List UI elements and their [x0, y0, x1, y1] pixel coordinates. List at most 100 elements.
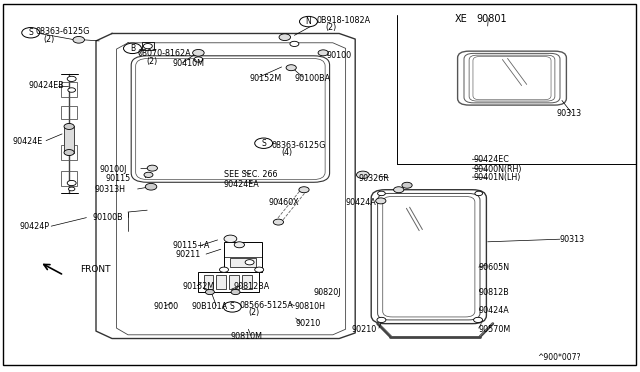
Text: (2): (2)	[44, 35, 55, 44]
Bar	[224, 242, 262, 272]
Text: 90B101A: 90B101A	[192, 302, 228, 311]
Bar	[142, 42, 154, 50]
Text: XE: XE	[454, 14, 467, 23]
Text: B: B	[130, 44, 135, 53]
Text: 90424A: 90424A	[346, 198, 376, 207]
Circle shape	[255, 138, 273, 148]
Circle shape	[234, 242, 244, 248]
Text: 0B918-1082A: 0B918-1082A	[317, 16, 371, 25]
Text: 90424P: 90424P	[19, 222, 49, 231]
Circle shape	[377, 317, 386, 323]
Circle shape	[124, 43, 141, 54]
Bar	[64, 126, 74, 153]
Circle shape	[68, 187, 75, 191]
Text: S: S	[261, 139, 266, 148]
Circle shape	[144, 172, 153, 177]
Bar	[61, 106, 77, 119]
Text: 90211: 90211	[176, 250, 201, 259]
Text: (2): (2)	[146, 57, 157, 66]
Circle shape	[474, 317, 483, 323]
Circle shape	[205, 289, 214, 295]
Circle shape	[194, 57, 203, 62]
Text: S: S	[230, 302, 235, 311]
Bar	[216, 275, 226, 289]
Text: 90424E: 90424E	[13, 137, 43, 146]
Text: 90313: 90313	[557, 109, 582, 118]
Circle shape	[290, 41, 299, 46]
Text: 90115+A: 90115+A	[173, 241, 210, 250]
Circle shape	[73, 36, 84, 43]
Circle shape	[145, 183, 157, 190]
Circle shape	[147, 165, 157, 171]
Circle shape	[64, 124, 74, 129]
Text: 90115: 90115	[106, 174, 131, 183]
Circle shape	[402, 182, 412, 188]
Text: 90152M: 90152M	[182, 282, 214, 291]
Circle shape	[64, 150, 74, 155]
Text: 90210: 90210	[352, 325, 377, 334]
Text: 90801: 90801	[477, 14, 508, 23]
Text: 90400N(RH): 90400N(RH)	[474, 165, 522, 174]
Text: 90100B: 90100B	[93, 213, 124, 222]
Bar	[61, 145, 77, 160]
Bar	[230, 258, 256, 267]
Circle shape	[299, 187, 309, 193]
Text: 90100: 90100	[154, 302, 179, 311]
Text: 90424EB: 90424EB	[29, 81, 65, 90]
Circle shape	[279, 34, 291, 41]
Circle shape	[300, 16, 317, 27]
Text: 90401N(LH): 90401N(LH)	[474, 173, 521, 182]
Text: 90210: 90210	[296, 319, 321, 328]
Text: S: S	[28, 28, 33, 37]
Text: 90460X: 90460X	[269, 198, 300, 207]
Text: SEE SEC. 266: SEE SEC. 266	[224, 170, 278, 179]
Bar	[204, 275, 213, 289]
Circle shape	[273, 219, 284, 225]
Circle shape	[231, 289, 240, 295]
Circle shape	[67, 76, 76, 81]
Text: 90605N: 90605N	[479, 263, 510, 272]
Circle shape	[193, 49, 204, 56]
Circle shape	[286, 65, 296, 71]
Circle shape	[143, 44, 152, 49]
Text: 90313: 90313	[560, 235, 585, 244]
Text: 90326R: 90326R	[358, 174, 389, 183]
Bar	[61, 171, 77, 186]
Text: 90100J: 90100J	[99, 165, 127, 174]
Bar	[229, 275, 239, 289]
Bar	[61, 82, 77, 97]
Text: 90810H: 90810H	[294, 302, 325, 311]
Text: 90100: 90100	[326, 51, 351, 60]
Text: 90410M: 90410M	[173, 59, 205, 68]
Text: 90424EC: 90424EC	[474, 155, 509, 164]
Text: (4): (4)	[282, 148, 292, 157]
Circle shape	[318, 50, 328, 56]
Text: FRONT: FRONT	[80, 265, 111, 274]
Text: 08363-6125G: 08363-6125G	[35, 27, 90, 36]
Text: 90424EA: 90424EA	[224, 180, 260, 189]
Circle shape	[394, 187, 404, 193]
Text: (2): (2)	[248, 308, 260, 317]
Text: 90313H: 90313H	[95, 185, 125, 194]
Circle shape	[255, 267, 264, 272]
Text: 90152M: 90152M	[250, 74, 282, 83]
Text: N: N	[306, 17, 311, 26]
Circle shape	[223, 302, 241, 312]
Circle shape	[475, 191, 483, 196]
Text: (2): (2)	[325, 23, 337, 32]
Bar	[242, 275, 252, 289]
Circle shape	[378, 191, 385, 196]
Text: 08070-8162A: 08070-8162A	[138, 49, 191, 58]
Text: ^900*007?: ^900*007?	[538, 353, 581, 362]
Bar	[198, 272, 259, 292]
Text: 90812BA: 90812BA	[234, 282, 270, 291]
Circle shape	[224, 235, 237, 243]
Text: 90100BA: 90100BA	[294, 74, 330, 83]
Circle shape	[356, 171, 369, 179]
Text: 08566-5125A: 08566-5125A	[240, 301, 294, 310]
Text: 90810M: 90810M	[230, 332, 262, 341]
Circle shape	[245, 260, 254, 265]
Circle shape	[22, 28, 40, 38]
Text: 90570M: 90570M	[479, 325, 511, 334]
Text: 90812B: 90812B	[479, 288, 509, 296]
